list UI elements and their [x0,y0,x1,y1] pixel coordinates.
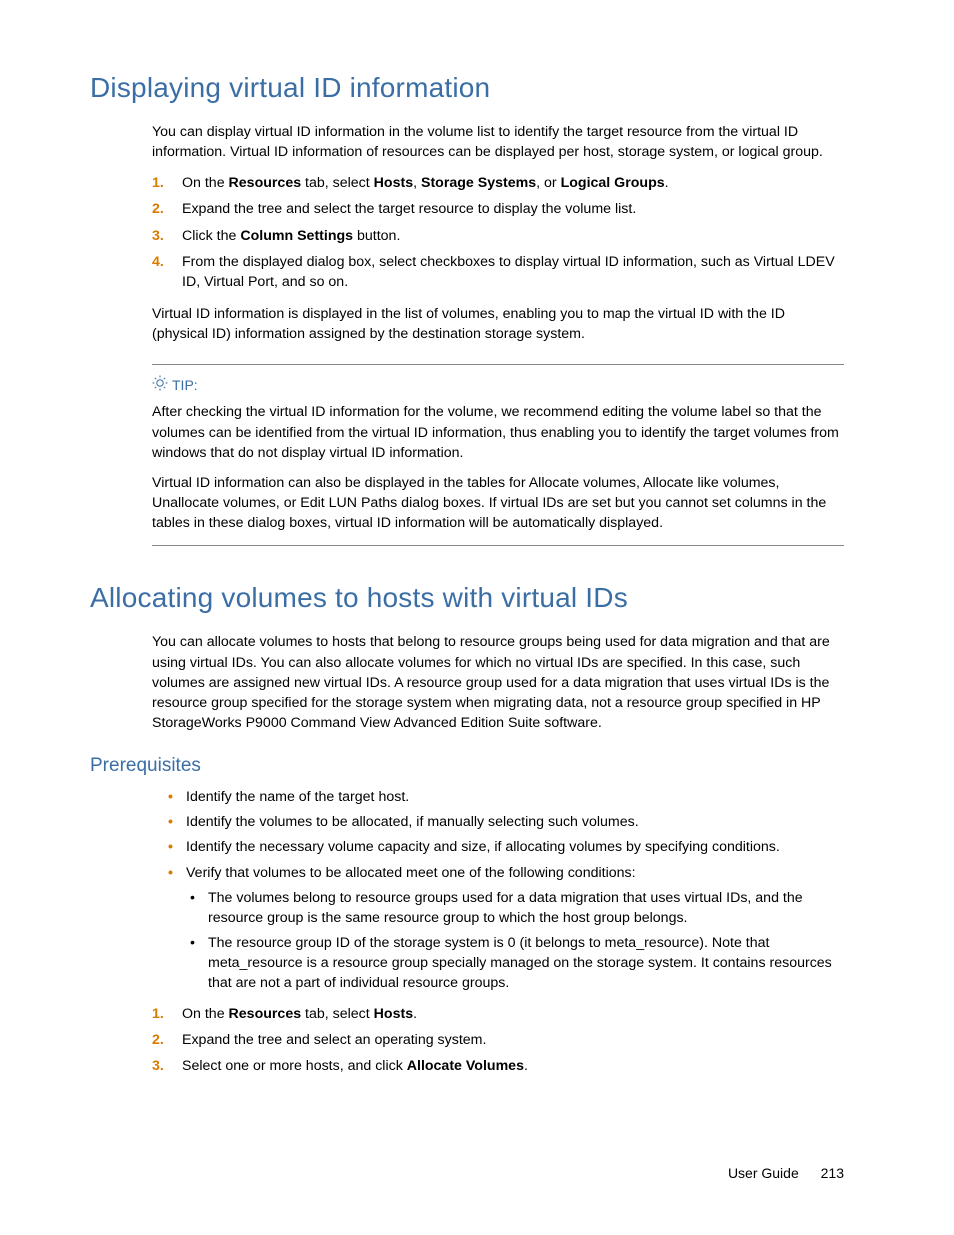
step-text: , [413,175,421,191]
page-footer: User Guide 213 [728,1165,844,1181]
ui-label: Resources [229,1006,302,1022]
list-item: The resource group ID of the storage sys… [186,933,844,993]
step-number: 2. [152,199,164,219]
list-text: Identify the name of the target host. [186,789,409,805]
tip-paragraph: After checking the virtual ID informatio… [152,402,844,462]
step-text: Expand the tree and select an operating … [182,1032,486,1048]
ui-label: Logical Groups [561,175,665,191]
list-item: Identify the name of the target host. [164,787,844,807]
step-item: 4. From the displayed dialog box, select… [152,252,844,292]
tip-callout: TIP: After checking the virtual ID infor… [152,364,844,546]
step-text: On the [182,175,229,191]
step-item: 3. Select one or more hosts, and click A… [152,1056,844,1076]
ui-label: Storage Systems [421,175,536,191]
tip-header: TIP: [152,375,844,394]
ui-label: Column Settings [240,228,353,244]
intro-paragraph: You can allocate volumes to hosts that b… [152,632,844,733]
step-text: tab, select [301,175,374,191]
step-number: 4. [152,252,164,272]
ui-label: Hosts [374,175,413,191]
ui-label: Allocate Volumes [407,1058,524,1074]
section-heading: Displaying virtual ID information [90,72,844,104]
list-item: Verify that volumes to be allocated meet… [164,863,844,994]
step-text: Click the [182,228,240,244]
lightbulb-icon [152,375,172,394]
step-text: . [665,175,669,191]
step-item: 3. Click the Column Settings button. [152,226,844,246]
list-text: Identify the volumes to be allocated, if… [186,814,639,830]
tip-label: TIP: [172,377,198,393]
sub-bullet-list: The volumes belong to resource groups us… [186,888,844,994]
procedure-list: 1. On the Resources tab, select Hosts, S… [152,173,844,292]
step-text: Select one or more hosts, and click [182,1058,407,1074]
intro-paragraph: You can display virtual ID information i… [152,122,844,162]
list-item: Identify the necessary volume capacity a… [164,837,844,857]
section-heading: Allocating volumes to hosts with virtual… [90,582,844,614]
ui-label: Resources [229,175,302,191]
list-text: The resource group ID of the storage sys… [208,935,832,991]
page-number: 213 [821,1165,844,1181]
step-item: 2. Expand the tree and select the target… [152,199,844,219]
list-item: The volumes belong to resource groups us… [186,888,844,928]
step-text: . [413,1006,417,1022]
step-text: From the displayed dialog box, select ch… [182,254,835,290]
step-number: 1. [152,1004,164,1024]
step-text: . [524,1058,528,1074]
step-number: 1. [152,173,164,193]
footer-label: User Guide [728,1165,799,1181]
list-item: Identify the volumes to be allocated, if… [164,812,844,832]
step-number: 3. [152,1056,164,1076]
step-text: Expand the tree and select the target re… [182,201,636,217]
subsection-heading: Prerequisites [90,755,844,777]
step-number: 2. [152,1030,164,1050]
tip-paragraph: Virtual ID information can also be displ… [152,473,844,533]
list-text: The volumes belong to resource groups us… [208,890,803,926]
bullet-list: Identify the name of the target host. Id… [164,787,844,993]
list-text: Verify that volumes to be allocated meet… [186,865,636,881]
step-item: 1. On the Resources tab, select Hosts. [152,1004,844,1024]
step-item: 2. Expand the tree and select an operati… [152,1030,844,1050]
step-text: , or [536,175,560,191]
step-text: On the [182,1006,229,1022]
step-text: tab, select [301,1006,374,1022]
procedure-list: 1. On the Resources tab, select Hosts. 2… [152,1004,844,1076]
step-text: button. [353,228,400,244]
body-paragraph: Virtual ID information is displayed in t… [152,304,844,344]
step-item: 1. On the Resources tab, select Hosts, S… [152,173,844,193]
list-text: Identify the necessary volume capacity a… [186,839,780,855]
ui-label: Hosts [374,1006,413,1022]
step-number: 3. [152,226,164,246]
